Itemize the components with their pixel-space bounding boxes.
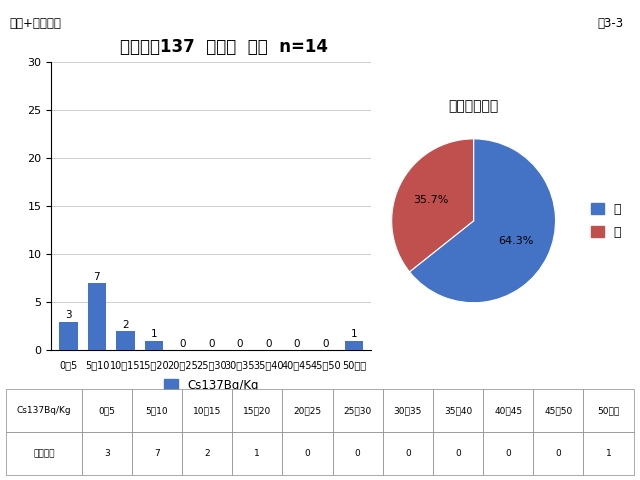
Bar xyxy=(116,331,135,350)
Text: 3: 3 xyxy=(65,310,72,320)
Wedge shape xyxy=(410,139,556,303)
Text: 1: 1 xyxy=(151,329,157,339)
Text: 0: 0 xyxy=(208,339,214,349)
Bar xyxy=(345,341,364,350)
Text: 35.7%: 35.7% xyxy=(413,195,449,205)
Text: セシウム137  検出者  詳細  n=14: セシウム137 検出者 詳細 n=14 xyxy=(120,38,328,56)
Text: 0: 0 xyxy=(179,339,186,349)
Text: 1: 1 xyxy=(351,329,357,339)
Text: 一般+学校検診: 一般+学校検診 xyxy=(10,17,61,30)
Legend: 男, 女: 男, 女 xyxy=(586,198,627,244)
Text: 2: 2 xyxy=(122,320,129,330)
Bar xyxy=(88,283,106,350)
Bar xyxy=(59,322,77,350)
Title: 検出別男女比: 検出別男女比 xyxy=(449,99,499,113)
Text: 0: 0 xyxy=(265,339,271,349)
Text: 0: 0 xyxy=(322,339,329,349)
Text: 0: 0 xyxy=(294,339,300,349)
Text: 0: 0 xyxy=(237,339,243,349)
Legend: Cs137Bq/Kg: Cs137Bq/Kg xyxy=(159,374,264,396)
Text: 図3-3: 図3-3 xyxy=(598,17,624,30)
Wedge shape xyxy=(392,139,474,272)
Text: 7: 7 xyxy=(93,272,100,282)
Bar xyxy=(145,341,163,350)
Text: 64.3%: 64.3% xyxy=(499,237,534,246)
